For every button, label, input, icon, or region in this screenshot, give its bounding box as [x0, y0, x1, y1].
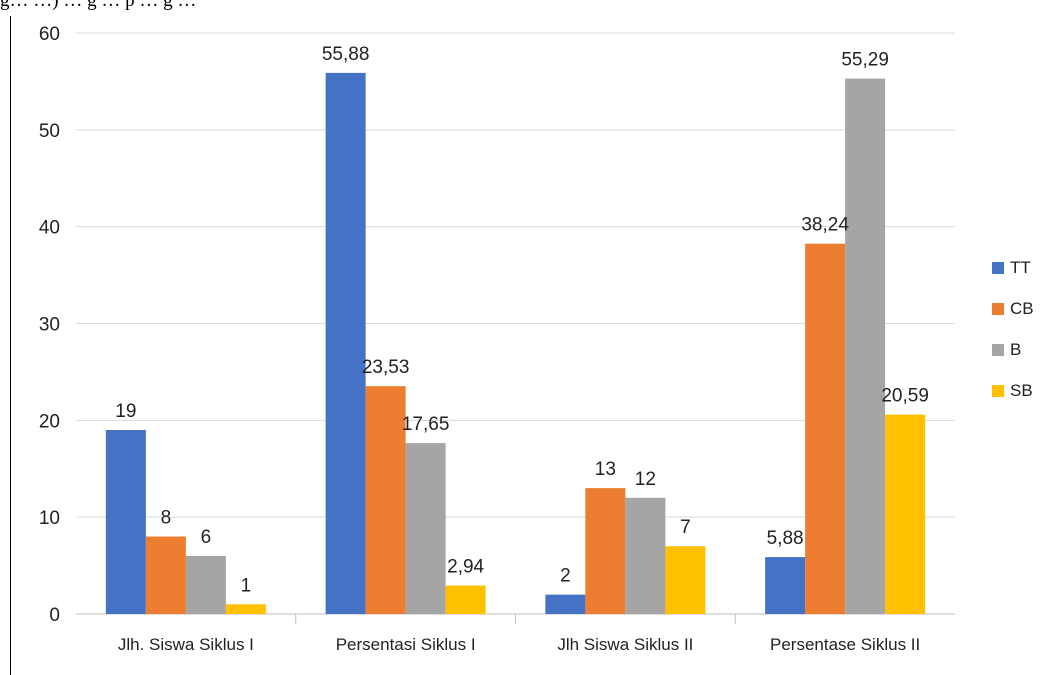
data-label: 2: [560, 566, 571, 587]
legend-label: B: [1010, 340, 1022, 359]
y-axis-ticks: 0 10 20 30 40 50 60: [39, 24, 60, 626]
bar-sb-1: [225, 604, 266, 614]
legend-item-tt: TT: [992, 258, 1034, 278]
bar-sb-2: [445, 585, 486, 614]
bar-b-3: [625, 497, 666, 614]
bars: [105, 72, 926, 615]
bar-cb-3: [585, 488, 626, 614]
y-tick-label: 0: [49, 605, 60, 626]
left-border-line: [10, 16, 11, 675]
legend-swatch: [992, 303, 1004, 315]
data-label: 38,24: [801, 215, 849, 236]
data-label: 23,53: [362, 357, 410, 378]
category-label: Persentase Siklus II: [770, 635, 920, 654]
bar-b-4: [845, 78, 886, 614]
category-labels: Jlh. Siswa Siklus I Persentasi Siklus I Jl…: [118, 635, 920, 654]
data-label: 6: [201, 527, 212, 548]
bar-sb-3: [665, 546, 706, 614]
category-label: Jlh. Siswa Siklus I: [118, 635, 254, 654]
data-label: 55,29: [841, 50, 889, 71]
legend-swatch: [992, 385, 1004, 397]
bar-sb-4: [885, 414, 926, 614]
bar-cb-4: [805, 243, 846, 614]
data-label: 17,65: [402, 414, 450, 435]
y-tick-label: 30: [39, 315, 60, 336]
y-tick-label: 20: [39, 411, 60, 432]
legend-label: SB: [1010, 381, 1033, 400]
legend-swatch: [992, 344, 1004, 356]
legend-item-cb: CB: [992, 299, 1034, 319]
bar-b-2: [405, 443, 446, 614]
category-label: Persentasi Siklus I: [336, 635, 476, 654]
bar-tt-4: [765, 557, 806, 614]
y-tick-label: 10: [39, 508, 60, 529]
legend-label: TT: [1010, 258, 1031, 277]
legend-swatch: [992, 262, 1004, 274]
legend: TT CB B SB: [992, 258, 1034, 422]
data-label: 55,88: [322, 44, 370, 65]
bar-tt-1: [105, 430, 146, 614]
data-label: 19: [115, 401, 136, 422]
legend-item-sb: SB: [992, 381, 1034, 401]
bar-tt-2: [325, 72, 366, 615]
data-label: 13: [595, 459, 616, 480]
data-label: 2,94: [447, 557, 484, 578]
cropped-header-text: g… …) … g … p … g …: [0, 0, 197, 11]
data-label: 20,59: [881, 386, 929, 407]
bar-tt-3: [545, 594, 586, 614]
bar-b-1: [185, 555, 226, 614]
data-label: 8: [161, 508, 172, 529]
data-label: 1: [241, 575, 252, 596]
bar-cb-2: [365, 386, 406, 614]
data-label: 5,88: [767, 528, 804, 549]
category-label: Jlh Siswa Siklus II: [557, 635, 693, 654]
y-tick-label: 50: [39, 121, 60, 142]
data-label: 7: [680, 517, 691, 538]
bar-cb-1: [145, 536, 186, 614]
y-tick-label: 40: [39, 218, 60, 239]
data-labels: 19 8 6 1 55,88 23,53 17,65 2,94 2 13 12 7 5,88 38,24 5…: [115, 44, 929, 596]
y-tick-label: 60: [39, 24, 60, 45]
legend-item-b: B: [992, 340, 1034, 360]
legend-label: CB: [1010, 299, 1034, 318]
data-label: 12: [635, 469, 656, 490]
